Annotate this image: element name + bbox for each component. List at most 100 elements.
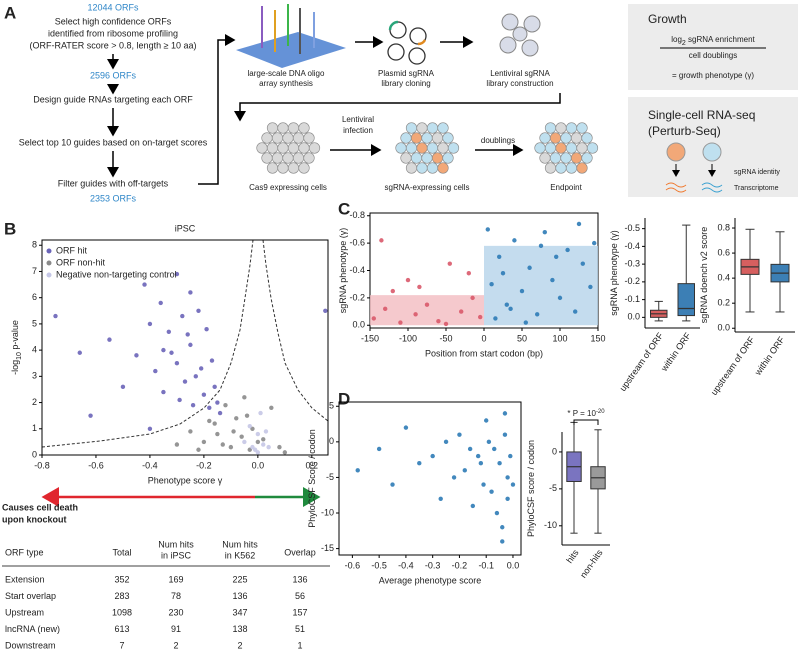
step: identified from ribosome profiling [48,28,178,38]
transcript-icon [701,182,723,193]
text: log [671,35,682,44]
table-cell: 136 [232,591,247,601]
y-tick-label: -0.2 [624,276,640,286]
y-tick-label: 0.0 [352,320,365,330]
point [77,350,82,355]
point [478,461,484,466]
point [457,432,462,437]
stage: Cas9 expressing cells [249,183,327,192]
y-tick-label: -0.3 [624,259,640,269]
table-cell: 225 [232,574,247,584]
x-tick-label: -0.4 [398,560,414,570]
cell [292,132,305,144]
y-tick-label: 0 [32,449,37,459]
point [169,350,174,355]
point [161,347,166,353]
table-header: Overlap [284,547,316,557]
cell [437,162,449,174]
y-axis-label: sgRNA phenotype (γ) [609,230,619,316]
point [492,446,497,452]
table-cell: Upstream [5,607,44,617]
category-label: within ORF [752,334,787,377]
text: 10 [16,352,23,360]
point [413,312,418,317]
cell [261,152,273,164]
cell [261,132,273,144]
point [212,384,217,390]
text: -20 [596,409,605,415]
cell [560,152,572,164]
point [174,361,180,366]
x-tick-label: -0.5 [371,560,387,570]
x-axis-label: Phenotype score γ [148,475,223,485]
cell-icon [666,142,686,162]
cell [400,152,412,164]
cell [405,162,418,174]
orf-count: 12044 ORFs [87,2,139,12]
cell [400,132,412,144]
x-tick-label: -0.1 [478,560,494,570]
text: -log [10,360,20,375]
point [443,321,449,327]
table-header: Num hits [222,539,258,549]
text: p-value [10,320,20,352]
oligo-array [236,4,346,68]
y-tick-label: 0.6 [717,247,730,257]
x-tick-label: -0.3 [425,560,441,570]
table-header: Total [112,547,131,557]
point [277,444,282,450]
cell [416,142,428,154]
table-cell: 7 [119,640,124,649]
x-tick-label: 0.0 [252,460,265,470]
cell [586,142,599,154]
plasmids [387,20,427,65]
point [405,277,411,283]
point [242,395,247,400]
point [53,313,58,319]
legend-marker [46,260,52,266]
point [223,402,228,408]
point [481,482,486,487]
point [107,337,112,342]
point [207,418,212,424]
point [550,277,555,283]
y-tick-label: 0.8 [717,222,730,232]
annotation: * P = 10-20 [567,409,605,419]
point [252,447,258,452]
point [462,468,467,473]
y-tick-label: -5 [549,483,557,493]
perturb-legend: sgRNA identity [734,169,780,176]
orf-count: 2596 ORFs [90,70,137,80]
table-header: in K562 [225,550,256,560]
cell [565,122,578,134]
point [174,442,180,447]
y-tick-label: 6 [32,292,37,302]
table-cell: 613 [114,624,129,634]
legend-label: ORF non-hit [56,257,106,267]
x-axis-label: Average phenotype score [379,575,481,585]
point [580,261,585,266]
cell [426,162,439,174]
cell [565,142,578,154]
point [576,221,582,227]
point [502,411,508,416]
growth-denominator: cell doublings [689,51,737,60]
cell [539,152,551,164]
stage: large-scale DNA oligo [248,69,325,78]
point [588,284,593,290]
point [190,402,196,408]
table-cell: 352 [114,574,129,584]
point [470,503,476,509]
point [504,302,509,307]
x-tick-label: 0 [481,333,486,343]
point [201,439,207,445]
cell [266,142,279,154]
growth-box [628,4,798,90]
stage: Endpoint [550,183,582,192]
stage-labels: large-scale DNA oligo array synthesis Pl… [248,69,583,192]
cell [576,162,588,174]
threshold-curve [41,239,329,448]
growth-result: = growth phenotype (γ) [672,71,754,80]
point [500,525,505,530]
point [592,240,597,246]
